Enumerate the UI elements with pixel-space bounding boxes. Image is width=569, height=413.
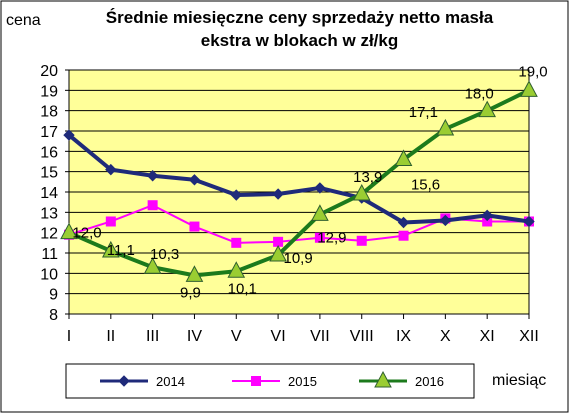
- data-point-2016: [60, 222, 78, 240]
- y-tick-label: 10: [40, 266, 58, 283]
- data-point-2016: [436, 118, 455, 136]
- y-tick-label: 18: [40, 104, 58, 121]
- x-tick-label: VII: [310, 328, 330, 345]
- data-label-2016: 9,9: [180, 284, 201, 301]
- y-tick-label: 14: [40, 185, 58, 202]
- data-label-2016: 10,9: [283, 250, 312, 267]
- legend-marker-2014: [118, 375, 130, 387]
- data-point-2016: [478, 100, 497, 118]
- x-tick-label: I: [67, 328, 71, 345]
- data-point-2016: [520, 80, 538, 97]
- x-tick-label: II: [106, 328, 115, 345]
- data-point-2016: [311, 204, 329, 221]
- data-label-2016: 12,9: [317, 229, 346, 246]
- chart-title-line-2: ekstra w blokach w zł/kg: [200, 31, 399, 50]
- data-point-2016: [394, 149, 413, 166]
- y-tick-label: 8: [49, 307, 58, 324]
- data-point-2015: [105, 216, 116, 227]
- data-label-2016: 11,1: [107, 242, 135, 259]
- legend-label: 2015: [288, 374, 317, 389]
- data-label-2016: 17,1: [409, 104, 438, 121]
- data-point-2014: [523, 215, 535, 228]
- y-tick-label: 9: [49, 287, 58, 304]
- legend-marker-2016: [374, 370, 392, 388]
- y-tick-label: 17: [40, 124, 58, 141]
- x-tick-label: XII: [519, 328, 539, 345]
- data-label-2016: 15,6: [411, 176, 440, 193]
- x-axis-label: miesiąc: [492, 372, 547, 389]
- data-point-2014: [105, 163, 117, 176]
- x-tick-label: V: [231, 328, 242, 345]
- series-line-2016: [68, 88, 530, 278]
- data-label-2016: 10,1: [228, 280, 257, 297]
- data-point-2016: [227, 261, 246, 278]
- data-point-2016: [269, 244, 287, 262]
- data-label-2016: 13,9: [353, 169, 382, 186]
- data-label-2016: 12,0: [72, 225, 101, 242]
- x-tick-label: IX: [396, 328, 411, 345]
- y-tick-label: 19: [40, 83, 58, 100]
- data-point-2015: [273, 236, 284, 247]
- legend-label: 2014: [156, 374, 185, 389]
- data-point-2014: [272, 188, 284, 200]
- data-point-2014: [188, 174, 201, 186]
- legend-label: 2016: [415, 374, 444, 389]
- data-label-2016: 10,3: [150, 246, 179, 263]
- y-tick-label: 13: [40, 205, 58, 222]
- data-point-2014: [481, 209, 493, 222]
- x-tick-label: III: [146, 328, 159, 345]
- data-point-2015: [147, 200, 158, 211]
- data-point-2015: [231, 237, 242, 248]
- legend-marker-2015: [251, 376, 261, 386]
- data-point-2015: [356, 235, 367, 246]
- y-tick-label: 12: [40, 226, 58, 243]
- x-tick-label: VIII: [350, 328, 374, 345]
- chart-title-line-1: Średnie miesięczne ceny sprzedaży netto …: [105, 8, 494, 27]
- x-tick-label: VI: [271, 328, 286, 345]
- x-tick-label: X: [440, 328, 451, 345]
- data-point-2016: [143, 257, 162, 274]
- x-tick-label: IV: [187, 328, 202, 345]
- data-point-2016: [185, 265, 204, 282]
- data-point-2015: [314, 232, 325, 243]
- y-tick-label: 16: [40, 144, 58, 161]
- data-point-2014: [230, 189, 242, 201]
- y-tick-label: 20: [40, 63, 58, 80]
- data-point-2014: [146, 170, 159, 182]
- data-point-2014: [397, 216, 410, 229]
- data-point-2015: [189, 221, 200, 232]
- data-label-2016: 18,0: [465, 86, 494, 103]
- data-point-2014: [439, 214, 452, 227]
- x-tick-label: XI: [480, 328, 495, 345]
- y-tick-label: 11: [41, 246, 58, 263]
- data-point-2014: [63, 129, 75, 141]
- data-label-2016: 19,0: [518, 63, 547, 80]
- data-point-2015: [398, 230, 409, 241]
- data-point-2014: [314, 182, 326, 194]
- data-point-2016: [352, 183, 371, 201]
- y-axis-label: cena: [6, 12, 41, 29]
- y-tick-label: 15: [40, 165, 58, 182]
- data-point-2016: [101, 240, 120, 258]
- series-line-2014: [67, 133, 530, 225]
